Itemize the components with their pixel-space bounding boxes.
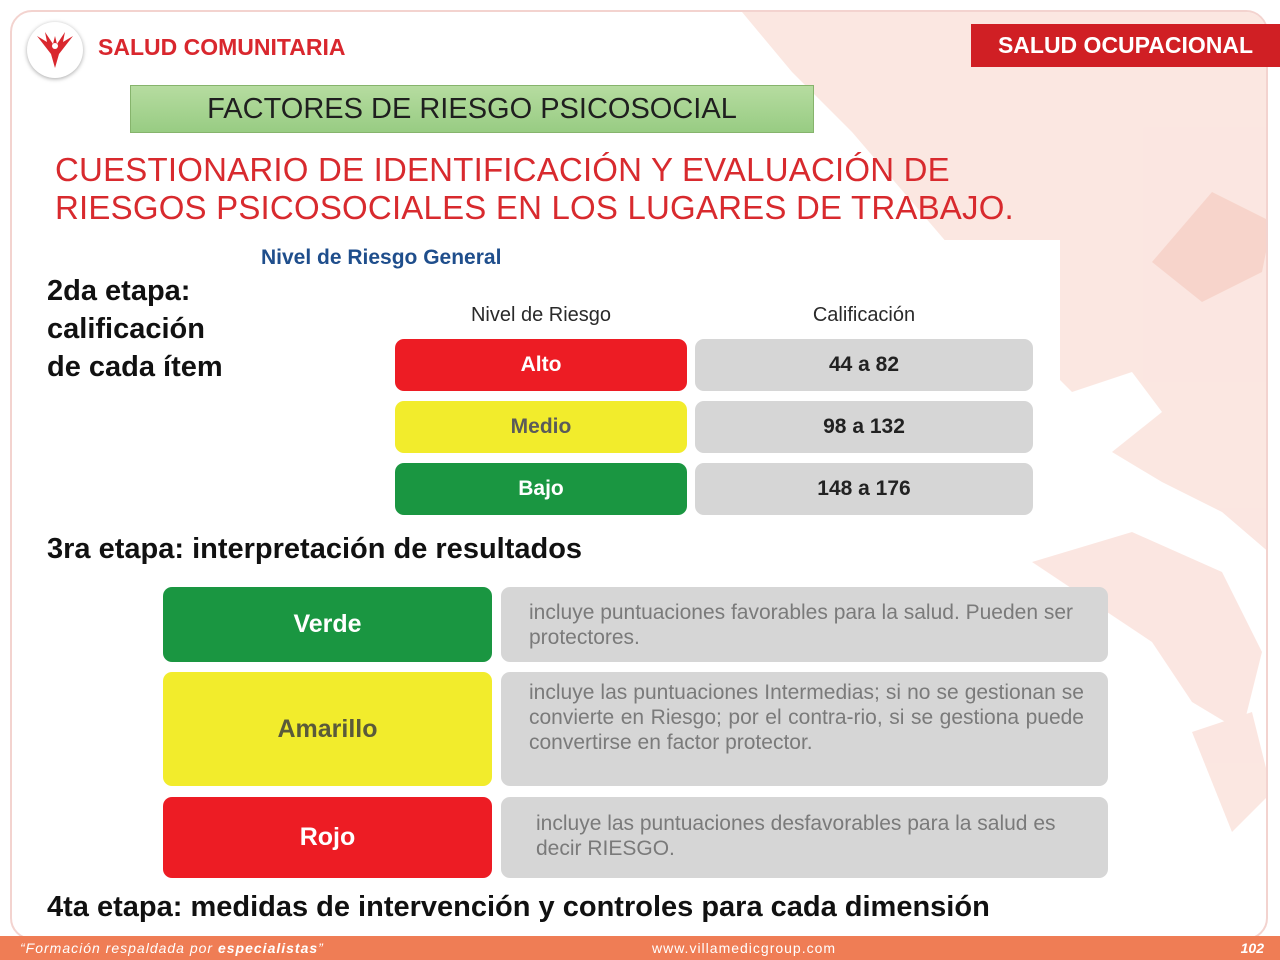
column-header-score: Calificación (812, 304, 916, 326)
interpretation-text-verde: incluye puntuaciones favorables para la … (501, 587, 1108, 662)
stage-4-label: 4ta etapa: medidas de intervención y con… (47, 891, 990, 923)
footer-slogan-bold: especialistas (217, 940, 319, 956)
brand-name: SALUD COMUNITARIA (98, 34, 346, 60)
heading-line-1: CUESTIONARIO DE IDENTIFICACIÓN Y EVALUAC… (55, 151, 950, 188)
risk-table-title: Nivel de Riesgo General (261, 246, 502, 269)
page-number: 102 (1240, 940, 1264, 956)
risk-range-medio: 98 a 132 (695, 401, 1033, 453)
stage-3-label: 3ra etapa: interpretación de resultados (47, 533, 583, 565)
footer-website[interactable]: www.villamedicgroup.com (652, 940, 837, 956)
risk-level-alto: Alto (395, 339, 687, 391)
interpretation-label-verde: Verde (163, 587, 492, 662)
footer-slogan-suffix: ” (318, 940, 324, 956)
column-header-risk-level: Nivel de Riesgo (470, 304, 612, 326)
company-logo (27, 22, 83, 78)
interpretation-text-amarillo: incluye las puntuaciones Intermedias; si… (501, 672, 1108, 786)
subtitle-box: FACTORES DE RIESGO PSICOSOCIAL (130, 85, 814, 133)
interpretation-label-amarillo: Amarillo (163, 672, 492, 786)
risk-level-bajo: Bajo (395, 463, 687, 515)
interpretation-text-rojo: incluye las puntuaciones desfavorables p… (501, 797, 1108, 878)
risk-level-medio: Medio (395, 401, 687, 453)
heading-line-2: RIESGOS PSICOSOCIALES EN LOS LUGARES DE … (55, 189, 1014, 226)
footer-bar: “Formación respaldada por especialistas”… (0, 936, 1280, 960)
risk-range-alto: 44 a 82 (695, 339, 1033, 391)
section-badge: SALUD OCUPACIONAL (971, 24, 1280, 67)
footer-slogan-prefix: “Formación respaldada por (20, 940, 218, 956)
interpretation-label-rojo: Rojo (163, 797, 492, 878)
phoenix-logo-icon (37, 32, 73, 68)
stage-2-label: 2da etapa: calificación de cada ítem (47, 272, 223, 386)
stage-2-line-2: calificación (47, 313, 205, 345)
footer-slogan: “Formación respaldada por especialistas” (20, 936, 324, 960)
stage-2-line-3: de cada ítem (47, 351, 223, 383)
slide-heading: CUESTIONARIO DE IDENTIFICACIÓN Y EVALUAC… (55, 151, 1055, 227)
risk-range-bajo: 148 a 176 (695, 463, 1033, 515)
stage-2-line-1: 2da etapa: (47, 275, 191, 307)
